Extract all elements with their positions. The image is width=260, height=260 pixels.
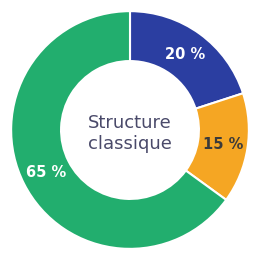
Wedge shape [186,93,249,200]
Text: 65 %: 65 % [26,165,67,180]
Text: 20 %: 20 % [165,47,205,62]
Wedge shape [130,11,243,109]
Text: classique: classique [88,135,172,153]
Text: Structure: Structure [88,114,172,132]
Text: 15 %: 15 % [203,137,243,152]
Wedge shape [11,11,226,249]
